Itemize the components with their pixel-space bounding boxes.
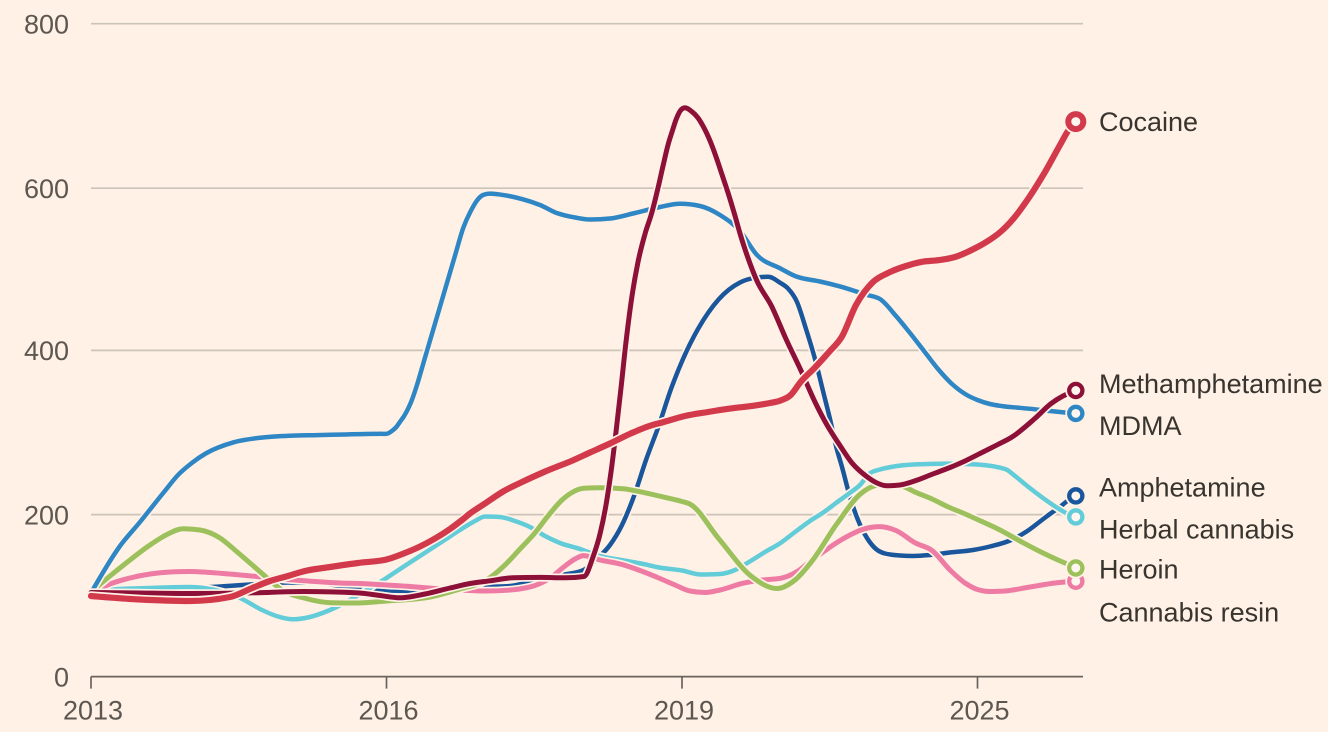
svg-text:2019: 2019 <box>654 696 714 726</box>
svg-text:Cocaine: Cocaine <box>1099 107 1198 137</box>
svg-text:Methamphetamine: Methamphetamine <box>1099 369 1323 399</box>
svg-text:600: 600 <box>24 174 69 204</box>
svg-text:Heroin: Heroin <box>1099 555 1179 585</box>
svg-text:2013: 2013 <box>63 696 123 726</box>
svg-text:Herbal cannabis: Herbal cannabis <box>1099 515 1294 545</box>
svg-text:Cannabis resin: Cannabis resin <box>1099 598 1279 628</box>
svg-text:400: 400 <box>24 336 69 366</box>
svg-text:200: 200 <box>24 500 69 530</box>
svg-text:2025: 2025 <box>949 696 1009 726</box>
svg-text:800: 800 <box>24 10 69 40</box>
svg-text:2016: 2016 <box>358 696 418 726</box>
svg-text:Amphetamine: Amphetamine <box>1099 473 1266 503</box>
svg-text:0: 0 <box>54 662 69 692</box>
svg-text:MDMA: MDMA <box>1099 411 1182 441</box>
